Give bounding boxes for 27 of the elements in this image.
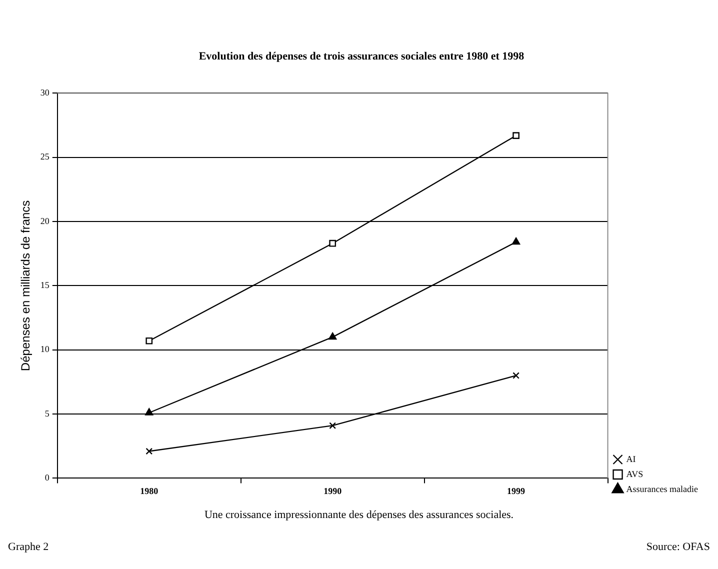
point	[146, 448, 153, 455]
y-tick-label: 30	[40, 88, 50, 98]
point	[512, 237, 520, 245]
point	[329, 422, 336, 430]
text: Graphe 2	[8, 541, 49, 553]
y-tick-label: 15	[40, 280, 50, 290]
y-tick-label: 5	[44, 408, 50, 418]
point	[328, 332, 337, 340]
legend-label: AI	[626, 454, 636, 464]
y-tick-label: 20	[40, 216, 50, 226]
point	[512, 132, 520, 139]
text: Une croissance impressionnante des dépenses des assurances sociales.	[203, 509, 515, 521]
chart-title: Evolution des dépenses de trois assurances sociales entre 1980 et 1998	[198, 50, 525, 62]
point	[329, 240, 336, 247]
x-tick-label: 1990	[324, 486, 342, 496]
y-tick-label: 10	[40, 344, 50, 354]
source-note: Source: OFAS	[646, 541, 710, 553]
point	[512, 372, 520, 379]
legend-label: Assurances maladie	[626, 484, 698, 494]
x-tick-label: 1999	[507, 486, 526, 496]
legend-label: AVS	[626, 468, 644, 479]
point	[146, 337, 153, 344]
point	[145, 408, 154, 416]
y-tick-label: 25	[40, 152, 50, 162]
x-tick-label: 1980	[140, 486, 159, 496]
y-axis-title: Dépenses en milliards de francs	[18, 200, 33, 372]
y-tick-label: 0	[44, 472, 50, 483]
